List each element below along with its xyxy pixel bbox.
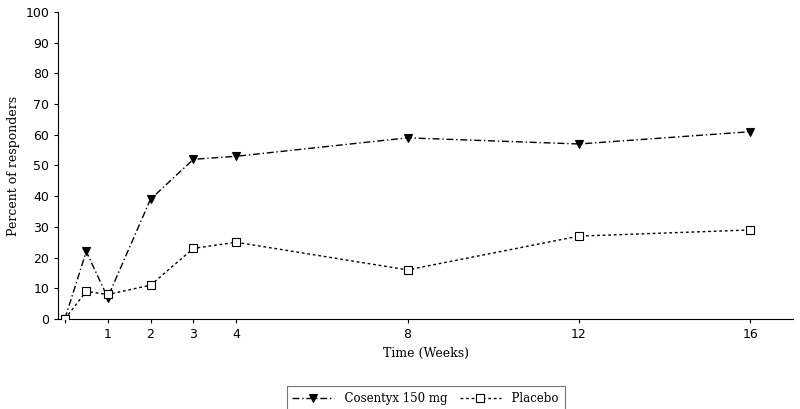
  Placebo <box>146 283 155 288</box>
Y-axis label: Percent of responders: Percent of responders <box>7 95 20 236</box>
  Placebo <box>60 317 70 321</box>
  Cosentyx 150 mg <box>189 157 198 162</box>
  Placebo <box>746 227 755 232</box>
  Placebo <box>82 289 91 294</box>
  Placebo <box>231 240 241 245</box>
  Placebo <box>189 246 198 251</box>
X-axis label: Time (Weeks): Time (Weeks) <box>382 346 469 360</box>
  Cosentyx 150 mg <box>82 249 91 254</box>
  Placebo <box>402 267 412 272</box>
  Placebo <box>103 292 113 297</box>
  Cosentyx 150 mg <box>746 129 755 134</box>
Line:   Cosentyx 150 mg: Cosentyx 150 mg <box>61 128 754 323</box>
  Cosentyx 150 mg <box>402 135 412 140</box>
Line:   Placebo: Placebo <box>61 226 754 323</box>
Legend:   Cosentyx 150 mg,   Placebo: Cosentyx 150 mg, Placebo <box>286 387 565 409</box>
  Cosentyx 150 mg <box>574 142 584 146</box>
  Cosentyx 150 mg <box>146 197 155 202</box>
  Cosentyx 150 mg <box>60 317 70 321</box>
  Cosentyx 150 mg <box>103 295 113 300</box>
  Cosentyx 150 mg <box>231 154 241 159</box>
  Placebo <box>574 234 584 238</box>
